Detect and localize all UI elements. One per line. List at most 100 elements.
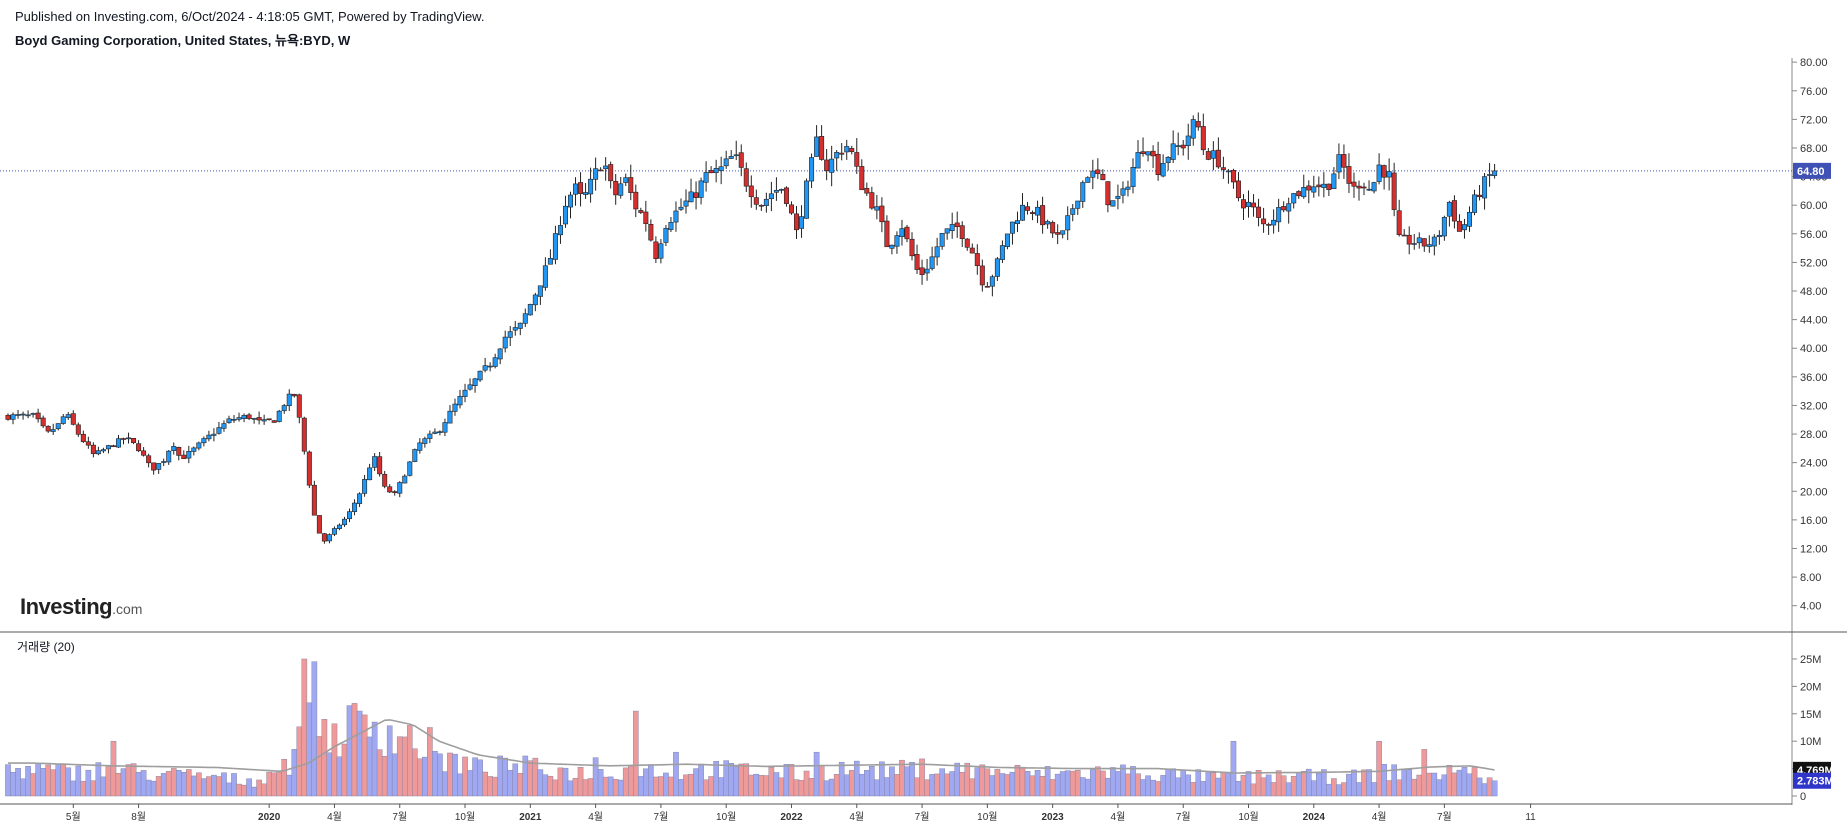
volume-bar bbox=[939, 768, 945, 797]
price-tick-label: 8.00 bbox=[1800, 572, 1821, 584]
candle-body bbox=[999, 245, 1005, 260]
volume-bar bbox=[1401, 769, 1408, 797]
candle-body bbox=[939, 233, 945, 247]
volume-bar bbox=[1034, 770, 1041, 797]
volume-bar bbox=[452, 753, 458, 797]
volume-bar bbox=[432, 750, 438, 797]
candle-body bbox=[1145, 151, 1151, 156]
candle-body bbox=[1065, 215, 1071, 231]
candle-body bbox=[1421, 238, 1427, 247]
candle-body bbox=[552, 233, 558, 260]
volume-bar bbox=[959, 771, 966, 797]
volume-bar bbox=[1079, 777, 1086, 797]
volume-bar bbox=[768, 767, 775, 797]
volume-bar bbox=[301, 658, 308, 797]
candle-body bbox=[311, 484, 317, 516]
volume-bar bbox=[196, 772, 202, 797]
candle-body bbox=[542, 265, 548, 288]
candle-body bbox=[532, 294, 538, 306]
candle-body bbox=[949, 224, 955, 232]
candle-body bbox=[1316, 184, 1322, 188]
volume-bar bbox=[833, 774, 840, 797]
volume-bar bbox=[1190, 782, 1197, 797]
volume-bar bbox=[979, 764, 986, 797]
volume-bar bbox=[949, 771, 955, 797]
volume-bar bbox=[853, 760, 860, 797]
candle-body bbox=[1045, 221, 1051, 225]
candle-body bbox=[527, 304, 533, 316]
volume-bar bbox=[241, 784, 247, 797]
volume-bar bbox=[1371, 782, 1377, 797]
candle-body bbox=[1020, 204, 1026, 221]
volume-bar bbox=[743, 763, 750, 797]
volume-bar bbox=[35, 763, 41, 797]
candle-body bbox=[1376, 164, 1382, 182]
candle-body bbox=[954, 222, 960, 228]
volume-bar bbox=[1326, 783, 1332, 797]
volume-bar bbox=[1004, 774, 1011, 797]
candle-body bbox=[1477, 194, 1483, 198]
volume-bar bbox=[55, 763, 62, 797]
candle-body bbox=[1482, 176, 1488, 199]
volume-bar bbox=[442, 771, 448, 797]
volume-bar bbox=[1115, 771, 1121, 797]
volume-bar bbox=[889, 766, 895, 797]
volume-bar bbox=[984, 768, 991, 797]
volume-bar bbox=[964, 762, 971, 797]
candle-body bbox=[1060, 230, 1066, 235]
volume-bar bbox=[884, 777, 890, 797]
volume-bar bbox=[1295, 773, 1302, 797]
time-tick-label: 4월 bbox=[1111, 811, 1126, 823]
volume-bar bbox=[1491, 780, 1498, 797]
candle-body bbox=[1396, 210, 1402, 235]
candle-body bbox=[1281, 206, 1287, 211]
last-price-badge: 64.80 bbox=[1797, 166, 1825, 178]
volume-ma-path bbox=[8, 719, 1495, 774]
candle-body bbox=[1215, 149, 1221, 168]
candle-body bbox=[623, 177, 629, 183]
candle-body bbox=[1436, 234, 1442, 238]
volume-bar bbox=[316, 736, 323, 797]
volume-bar bbox=[994, 769, 1001, 797]
candle-body bbox=[788, 204, 794, 214]
volume-bar bbox=[974, 767, 981, 797]
candle-body bbox=[1492, 170, 1498, 176]
candle-body bbox=[1025, 206, 1031, 211]
time-tick-label: 2021 bbox=[519, 812, 542, 823]
candle-body bbox=[904, 226, 910, 240]
candle-body bbox=[1251, 202, 1257, 208]
volume-bar bbox=[341, 743, 348, 797]
candle-body bbox=[778, 189, 784, 191]
candle-body bbox=[814, 136, 820, 157]
volume-tick-label: 20M bbox=[1800, 681, 1821, 693]
price-tick-label: 52.00 bbox=[1800, 257, 1828, 269]
candle-body bbox=[321, 533, 327, 542]
candle-body bbox=[603, 165, 609, 170]
candle-body bbox=[397, 482, 403, 494]
candle-body bbox=[467, 384, 473, 390]
candle-body bbox=[804, 180, 810, 219]
candle-body bbox=[1361, 186, 1367, 189]
time-tick-label: 7월 bbox=[1176, 811, 1191, 823]
volume-tick-label: 15M bbox=[1800, 709, 1821, 721]
candle-body bbox=[899, 228, 905, 237]
candle-body bbox=[482, 365, 488, 371]
volume-bar bbox=[186, 769, 192, 797]
candle-body bbox=[994, 258, 1000, 277]
volume-bar bbox=[1451, 772, 1458, 797]
candle-body bbox=[628, 177, 634, 193]
candle-body bbox=[763, 198, 769, 206]
candle-body bbox=[1306, 185, 1312, 191]
volume-bar bbox=[381, 756, 388, 797]
volume-bar bbox=[1245, 771, 1252, 797]
volume-bar bbox=[70, 780, 77, 797]
candle-body bbox=[1426, 244, 1432, 247]
candle-body bbox=[427, 433, 433, 439]
volume-bar bbox=[1250, 783, 1257, 797]
time-tick-label: 10월 bbox=[1238, 811, 1258, 823]
volume-bar bbox=[843, 774, 850, 797]
candle-body bbox=[75, 424, 81, 435]
candle-body bbox=[1225, 170, 1231, 173]
volume-bar bbox=[1150, 779, 1156, 797]
